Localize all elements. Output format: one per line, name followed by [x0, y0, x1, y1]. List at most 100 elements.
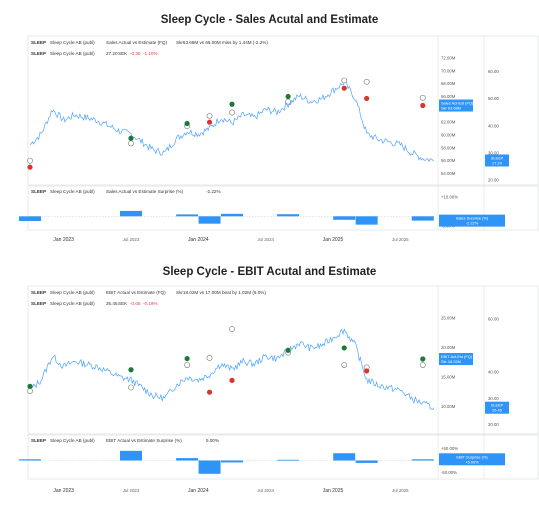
- header2-unit: SEK: [118, 51, 128, 56]
- metric-axis-tick-label: 60.00M: [441, 133, 456, 138]
- header2-price: 26.45: [106, 301, 118, 306]
- actual-beat-marker: [27, 383, 33, 389]
- chart-title-sales: Sleep Cycle - Sales Acutal and Estimate: [160, 14, 379, 26]
- estimate-marker: [229, 109, 235, 116]
- x-axis-tick-label: Jan 2023: [53, 488, 74, 494]
- surprise-bar: [19, 216, 41, 221]
- surprise-bar: [198, 460, 221, 474]
- surprise-bar: [221, 213, 243, 217]
- tag-price-line1: SLEEP: [491, 155, 504, 160]
- tag-price-line2: 26.45: [492, 408, 502, 413]
- tag-surprise-line1: Sales Surprise (%): [456, 216, 489, 221]
- surprise-bar: [355, 460, 378, 463]
- x-axis-tick-label: Jan 2023: [53, 237, 74, 243]
- tag-actual-line2: Skr 18.02M: [441, 359, 461, 364]
- estimate-marker: [341, 77, 348, 84]
- estimate-marker: [363, 78, 370, 85]
- header1-ticker: SLEEP: [31, 290, 46, 295]
- estimate-marker: [184, 362, 191, 368]
- price-axis-tick-label: 30.00: [488, 150, 499, 155]
- header2-ticker: SLEEP: [31, 301, 46, 306]
- estimate-marker: [128, 140, 134, 147]
- estimate-marker: [27, 157, 33, 164]
- ebit-chart[interactable]: SLEEP Sleep Cycle AB (publ) EBIT Actual vs…: [0, 282, 539, 507]
- tag-actual-line1: Sales Act-Est (FQ): [441, 101, 474, 106]
- actual-miss-marker: [206, 119, 213, 125]
- sales-chart[interactable]: SLEEP Sleep Cycle AB (publ) Sales Actual v…: [0, 30, 539, 260]
- surprise-bar: [277, 459, 300, 461]
- actual-beat-marker: [184, 120, 190, 127]
- metric-axis-tick-label: 56.00M: [441, 158, 456, 163]
- header1-name: Sleep Cycle AB (publ): [50, 40, 95, 45]
- surprise-bar: [333, 216, 356, 220]
- metric-axis-tick-label: 58.00M: [441, 145, 456, 150]
- surprise-bar: [221, 460, 243, 463]
- metric-axis-tick-label: 70.00M: [441, 68, 456, 73]
- actual-miss-marker: [420, 102, 426, 109]
- actual-beat-marker: [341, 345, 347, 351]
- tag-surprise: [439, 214, 505, 227]
- tag-price: [485, 154, 509, 167]
- header3-desc: Sales Actual vs Estimate Surprise (%): [106, 189, 184, 194]
- header2-price: 27.20: [106, 51, 118, 56]
- surprise-bar: [120, 210, 142, 217]
- actual-miss-marker: [364, 368, 370, 374]
- price-line: [29, 328, 435, 410]
- surprise-bar: [355, 216, 378, 225]
- estimate-marker: [285, 98, 292, 105]
- estimate-marker: [206, 112, 213, 119]
- header3-ticker: SLEEP: [31, 438, 46, 443]
- actual-miss-marker: [27, 164, 33, 170]
- header1-value: Skr18.02M vs 17.00M beat by 1.02M (6.0%): [176, 290, 266, 295]
- tag-actual-line2: Skr 63.68M: [441, 106, 461, 111]
- x-axis-tick-label: Jul 2023: [123, 488, 140, 493]
- metric-axis-tick-label: 54.00M: [441, 171, 456, 176]
- estimate-marker: [206, 355, 213, 361]
- header2-name: Sleep Cycle AB (publ): [50, 51, 95, 56]
- x-axis-tick-label: Jul 2025: [392, 488, 409, 493]
- surprise-bar: [176, 214, 199, 217]
- actual-miss-marker: [206, 389, 213, 395]
- price-axis-tick-label: 40.00: [488, 123, 499, 128]
- x-axis-tick-label: Jul 2024: [257, 488, 274, 493]
- header3-name: Sleep Cycle AB (publ): [50, 438, 95, 443]
- metric-axis-tick-label: 15.00M: [441, 374, 456, 379]
- header3-desc: EBIT Actual vs Estimate Surprise (%): [106, 438, 182, 443]
- header2-unit: SEK: [118, 301, 128, 306]
- header2-change: -0.30: [130, 51, 141, 56]
- surprise-axis-tick-label: -50.00%: [441, 470, 457, 475]
- x-axis-tick-label: Jul 2025: [392, 237, 409, 242]
- surprise-bar: [19, 459, 41, 461]
- actual-beat-marker: [285, 93, 291, 100]
- estimate-marker: [419, 94, 426, 101]
- actual-miss-marker: [364, 95, 370, 102]
- tag-surprise: [439, 453, 505, 466]
- estimate-marker: [128, 384, 134, 391]
- surprise-bar: [333, 453, 356, 461]
- header3-value: 5.00%: [206, 438, 219, 443]
- header2-pct: -1.10%: [143, 51, 158, 56]
- tag-surprise-line2: -2.22%: [466, 221, 479, 226]
- actual-beat-marker: [420, 356, 426, 362]
- header1-name: Sleep Cycle AB (publ): [50, 290, 95, 295]
- price-axis-tick-label: 60.00: [488, 69, 499, 74]
- x-axis-tick-label: Jan 2024: [188, 237, 209, 243]
- x-axis-tick-label: Jan 2025: [323, 237, 344, 243]
- metric-axis-tick-label: 20.00M: [441, 345, 456, 350]
- surprise-bar: [411, 216, 434, 221]
- header2-change: -0.05: [130, 301, 141, 306]
- price-line: [29, 81, 435, 163]
- estimate-marker: [341, 362, 348, 368]
- header3-name: Sleep Cycle AB (publ): [50, 189, 95, 194]
- x-axis-tick-label: Jul 2023: [123, 237, 140, 242]
- tag-price-line2: 27.20: [492, 160, 503, 165]
- surprise-axis-tick-label: +10.00%: [441, 195, 458, 200]
- actual-beat-marker: [128, 367, 134, 373]
- price-axis-tick-label: 20.00: [488, 422, 499, 427]
- header1-desc: EBIT Actual vs Estimate (FQ): [106, 290, 166, 295]
- tag-price: [485, 401, 509, 414]
- chart-title-ebit: Sleep Cycle - EBIT Acutal and Estimate: [162, 266, 377, 278]
- price-axis-tick-label: 50.00: [488, 96, 499, 101]
- price-axis-tick-label: 20.00: [488, 178, 499, 183]
